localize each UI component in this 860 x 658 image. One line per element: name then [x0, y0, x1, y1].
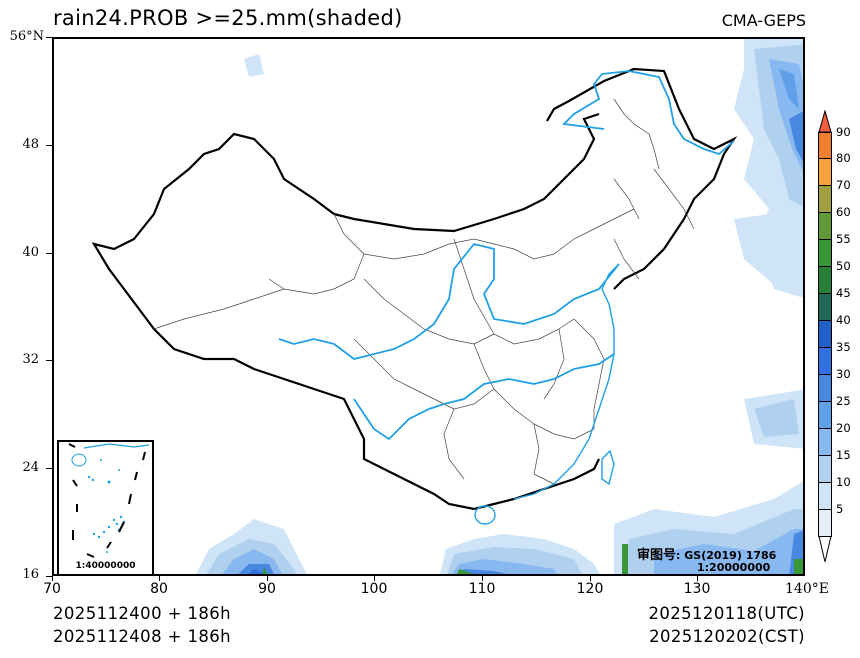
colorbar-top-arrow: [818, 110, 832, 132]
x-tickmark: [267, 576, 268, 581]
y-tick-label: 32: [22, 352, 39, 367]
x-tick-label: 120: [576, 581, 604, 597]
valid-time-cst: 2025120202(CST): [649, 627, 805, 646]
colorbar-label: 50: [836, 259, 851, 273]
colorbar-segment: 55: [818, 232, 851, 267]
x-tickmark: [482, 576, 483, 581]
colorbar-label: 70: [836, 178, 851, 192]
x-tickmark: [374, 576, 375, 581]
precip-shading: [196, 39, 803, 574]
province-borders: [153, 98, 695, 485]
colorbar-segment: 45: [818, 286, 851, 321]
init-time-utc: 2025112400 + 186h: [53, 604, 232, 623]
colorbar-label: 20: [836, 421, 851, 435]
colorbar-segment: 25: [818, 394, 851, 429]
precip-map: [91, 39, 803, 574]
colorbar-segment: 60: [818, 205, 851, 240]
y-tickmark: [46, 360, 52, 361]
x-tickmark: [590, 576, 591, 581]
y-tick-label: 24: [22, 460, 39, 475]
x-tick-label: 90: [258, 581, 276, 597]
rivers: [278, 70, 735, 441]
colorbar-segment: 10: [818, 475, 851, 510]
colorbar-label: 5: [836, 502, 844, 516]
chart-title: rain24.PROB >=25.mm(shaded): [53, 6, 403, 30]
colorbar-label: 45: [836, 286, 851, 300]
x-tickmark: [52, 576, 53, 581]
y-tick-label: 48: [22, 137, 39, 152]
colorbar-segment: 80: [818, 151, 851, 186]
x-tickmark: [697, 576, 698, 581]
x-tick-label: 110: [468, 581, 496, 597]
colorbar-segment: 20: [818, 421, 851, 456]
y-tick-label: 16: [22, 567, 39, 582]
colorbar-label: 60: [836, 205, 851, 219]
colorbar-segment: 70: [818, 178, 851, 213]
model-label: CMA-GEPS: [721, 11, 806, 30]
y-tickmark: [46, 576, 52, 577]
approval-label: 审图号: [637, 548, 677, 563]
colorbar-label: 80: [836, 151, 851, 165]
x-tickmark: [159, 576, 160, 581]
colorbar-label: 25: [836, 394, 851, 408]
colorbar-segment: 30: [818, 367, 851, 402]
colorbar-label: 40: [836, 313, 851, 327]
colorbar-label: 15: [836, 448, 851, 462]
x-tick-label: 70: [43, 581, 61, 597]
y-tickmark: [46, 37, 52, 38]
y-tickmark: [46, 145, 52, 146]
colorbar: 90 80 70 60 55 50 45 40 35 30 25 20 15 10 5: [818, 110, 851, 562]
x-tick-label: 130: [683, 581, 711, 597]
colorbar-bottom-arrow: [818, 536, 832, 562]
y-tickmark: [46, 253, 52, 254]
x-tick-label: 80: [150, 581, 168, 597]
coastline: [474, 263, 620, 525]
y-tick-label: 56°N: [9, 29, 44, 44]
colorbar-label: 35: [836, 340, 851, 354]
y-tickmark: [46, 468, 52, 469]
valid-time-utc: 2025120118(UTC): [648, 604, 805, 623]
colorbar-label: 10: [836, 475, 851, 489]
inset-scale-label: 1:40000000: [75, 561, 136, 571]
map-frame: [52, 37, 805, 576]
y-tick-label: 40: [22, 245, 39, 260]
colorbar-segment: 15: [818, 448, 851, 483]
colorbar-segment: 40: [818, 313, 851, 348]
colorbar-label: 55: [836, 232, 851, 246]
south-china-sea-inset: 1:40000000: [57, 440, 154, 576]
map-approval-number: 审图号: GS(2019) 1786: [637, 544, 776, 563]
colorbar-segment: 5: [818, 502, 843, 537]
x-tick-label: 140°E: [785, 581, 829, 597]
x-tick-label: 100: [360, 581, 388, 597]
main-scale-label: 1:20000000: [697, 561, 771, 574]
country-border: [91, 67, 738, 511]
colorbar-segment: 35: [818, 340, 851, 375]
colorbar-label: 30: [836, 367, 851, 381]
init-time-cst: 2025112408 + 186h: [53, 627, 232, 646]
approval-code: : GS(2019) 1786: [676, 549, 777, 562]
colorbar-segment: 90: [818, 125, 851, 159]
colorbar-segment: 50: [818, 259, 851, 294]
colorbar-label: 90: [836, 125, 851, 139]
inset-map: [68, 443, 150, 558]
